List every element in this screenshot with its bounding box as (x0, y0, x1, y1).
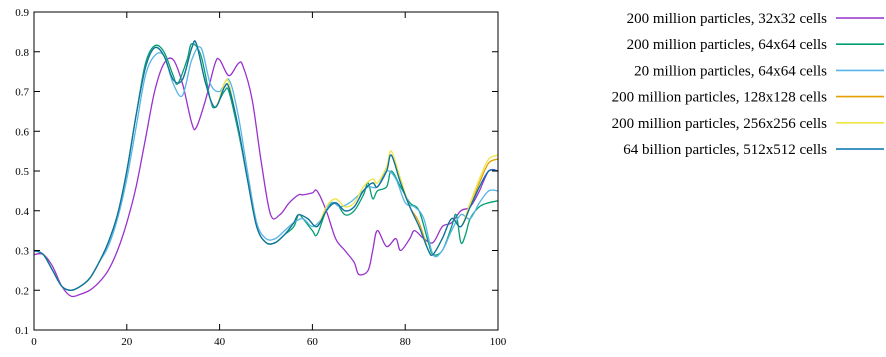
legend-label: 200 million particles, 64x64 cells (627, 37, 828, 53)
x-tick-label: 40 (214, 336, 226, 348)
series-line-1 (34, 57, 498, 298)
y-tick-label: 0.8 (15, 47, 29, 59)
y-tick-label: 0.7 (15, 87, 29, 99)
y-tick-label: 0.5 (15, 166, 29, 178)
legend-label: 64 billion particles, 512x512 cells (623, 142, 827, 158)
series-line-6 (34, 40, 498, 291)
legend: 200 million particles, 32x32 cells 200 mi… (612, 11, 884, 158)
series-line-3 (34, 46, 498, 291)
y-tick-label: 0.9 (15, 7, 29, 19)
legend-label: 200 million particles, 256x256 cells (612, 116, 828, 132)
legend-label: 200 million particles, 128x128 cells (612, 90, 828, 106)
y-tick-label: 0.3 (15, 246, 29, 258)
x-tick-label: 0 (31, 336, 37, 348)
y-tick-label: 0.2 (15, 285, 29, 297)
x-tick-label: 100 (490, 336, 507, 348)
y-tick-label: 0.6 (15, 126, 29, 138)
x-tick-label: 20 (121, 336, 133, 348)
plot-area-frame (33, 11, 499, 331)
y-tick-label: 0.1 (15, 325, 29, 337)
legend-label: 200 million particles, 32x32 cells (627, 11, 828, 27)
legend-label: 20 million particles, 64x64 cells (634, 63, 827, 79)
x-tick-label: 60 (307, 336, 319, 348)
x-tick-label: 80 (400, 336, 412, 348)
axes: 0 20 40 60 80 100 0.1 0.2 0.3 0.4 0.5 0.6 0.7 0.8 0.9 (15, 7, 507, 348)
y-tick-label: 0.4 (15, 206, 29, 218)
series-layer (34, 40, 498, 298)
